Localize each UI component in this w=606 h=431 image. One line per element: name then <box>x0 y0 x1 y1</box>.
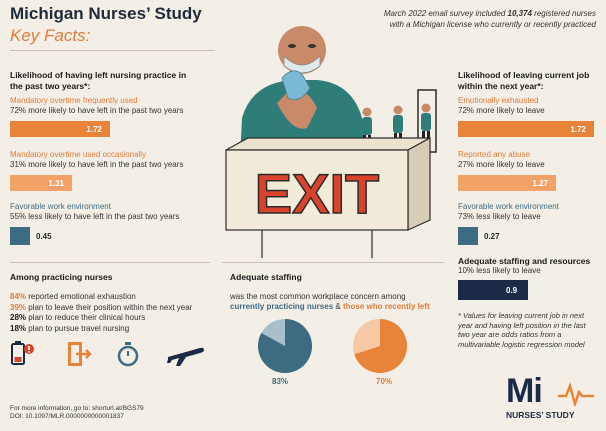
right-bar-abuse: 1.27 <box>458 175 556 191</box>
stopwatch-icon <box>117 342 139 367</box>
stat-pct: 28% <box>10 313 27 322</box>
stat-text: plan to pursue travel nursing <box>26 323 130 333</box>
airplane-icon <box>167 347 204 366</box>
stat-pct: 18% <box>10 323 27 333</box>
page-title: Michigan Nurses’ Study <box>10 4 202 23</box>
survey-text: March 2022 email survey included <box>383 9 508 18</box>
staffing-heading: Adequate staffing <box>230 272 302 282</box>
low-battery-icon <box>11 341 34 365</box>
left-bar-overtime-occasional: 1.31 <box>10 175 72 191</box>
bar-value: 0.45 <box>36 232 52 241</box>
stat-line: 84% reported emotional exhaustion <box>10 292 210 303</box>
face-mask <box>283 55 321 74</box>
survey-count: 10,374 <box>507 9 532 18</box>
bar-value: 1.31 <box>48 178 64 188</box>
divider <box>222 262 444 263</box>
stat-line: 28% plan to reduce their clinical hours <box>10 313 210 324</box>
exit-door-icon <box>68 342 92 366</box>
footer-link[interactable]: For more information, go to: shorturl.at… <box>10 405 144 412</box>
bar-value: 1.72 <box>570 124 586 134</box>
bar-value: 0.27 <box>484 232 500 241</box>
left-item-label: Favorable work environment <box>10 202 111 211</box>
bar-value: 1.72 <box>86 124 102 134</box>
left-item-label: Mandatory overtime frequently used <box>10 96 138 105</box>
stat-line: 39% plan to leave their position within … <box>10 303 210 314</box>
left-item-desc: 31% more likely to have left in the past… <box>10 160 184 169</box>
page-subtitle: Key Facts: <box>10 26 91 45</box>
practicing-stats: 84% reported emotional exhaustion 39% pl… <box>10 292 210 334</box>
pie-label-left: 70% <box>376 377 393 386</box>
practicing-heading: Among practicing nurses <box>10 272 113 282</box>
logo-mark: Mi <box>506 372 543 410</box>
survey-text: registered nurses <box>531 9 596 18</box>
survey-text: with a Michigan license who currently or… <box>389 20 596 29</box>
pie-label-current: 83% <box>272 377 289 386</box>
stat-pct: 39% <box>10 302 27 312</box>
logo-text: NURSES’ STUDY <box>506 410 575 420</box>
group-left: those who recently left <box>342 302 430 311</box>
right-item-desc: 73% less likely to leave <box>458 212 541 221</box>
footer-doi: DOI: 10.1097/MLR.0000000000001837 <box>10 413 124 420</box>
divider <box>10 262 210 263</box>
stat-text: reported emotional exhaustion <box>26 292 136 301</box>
footnote: * Values for leaving current job in next… <box>458 311 586 349</box>
bar-value: 0.9 <box>506 285 518 295</box>
staffing-groups: currently practicing nurses & those who … <box>230 302 430 311</box>
nurse-glove <box>281 70 311 101</box>
right-bar-exhausted: 1.72 <box>458 121 594 137</box>
left-item-label: Mandatory overtime used occasionally <box>10 150 147 159</box>
right-bar-favorable <box>458 227 478 245</box>
staffing-pies <box>258 319 407 373</box>
right-bar-staffing: 0.9 <box>458 280 528 300</box>
stat-text: plan to reduce their clinical hours <box>26 313 146 322</box>
divider <box>10 50 215 51</box>
left-bar-overtime-frequent: 1.72 <box>10 121 110 137</box>
left-item-desc: 55% less likely to have left in the past… <box>10 212 180 221</box>
practicing-icons <box>11 341 204 367</box>
group-separator: & <box>333 302 343 311</box>
stat-pct: 84% <box>10 292 27 301</box>
heartbeat-icon <box>558 382 594 406</box>
staffing-resources-desc: 10% less likely to leave <box>458 266 541 275</box>
nurses-study-logo: Mi NURSES’ STUDY <box>506 374 596 426</box>
right-heading: Likelihood of leaving current job within… <box>458 70 590 91</box>
bar-value: 1.27 <box>532 178 548 188</box>
staffing-desc: was the most common workplace concern am… <box>230 292 406 301</box>
right-item-label: Emotionally exhausted <box>458 96 539 105</box>
pie-slice <box>258 319 312 373</box>
stat-line: 18% plan to pursue travel nursing <box>10 324 210 335</box>
left-item-desc: 72% more likely to have left in the past… <box>10 106 184 115</box>
group-current: currently practicing nurses <box>230 302 334 311</box>
stat-text: plan to leave their position within the … <box>26 302 193 312</box>
nurse-arm <box>277 88 317 129</box>
right-item-label: Favorable work environment <box>458 202 559 211</box>
pie-slice <box>354 319 407 373</box>
left-bar-favorable <box>10 227 30 245</box>
staffing-resources-label: Adequate staffing and resources <box>458 256 591 266</box>
exit-sign-text: EXIT <box>255 162 379 225</box>
right-item-desc: 72% more likely to leave <box>458 106 545 115</box>
left-heading: Likelihood of having left nursing practi… <box>10 70 187 91</box>
right-item-label: Reported any abuse <box>458 150 531 159</box>
exit-sign <box>225 149 409 231</box>
survey-description: March 2022 email survey included 10,374 … <box>346 8 596 30</box>
right-item-desc: 27% more likely to leave <box>458 160 545 169</box>
nurse-exit-illustration: EXIT <box>225 26 437 258</box>
